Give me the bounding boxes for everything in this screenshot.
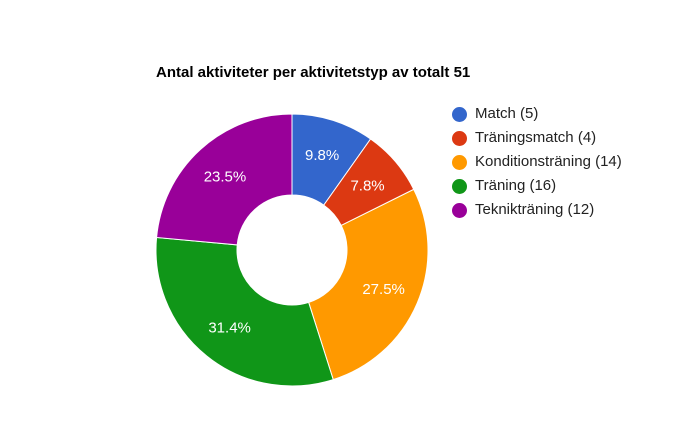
chart-title: Antal aktiviteter per aktivitetstyp av t… (156, 64, 471, 81)
slice-label-group: 9.8% 7.8% 27.5% 31.4% 23.5% (204, 147, 405, 336)
legend-label-2: Konditionsträning (14) (475, 153, 622, 170)
slice-percent-label-3: 31.4% (208, 320, 251, 337)
slice-percent-label-2: 27.5% (362, 281, 405, 298)
slice-group (155, 113, 429, 387)
slice-percent-label-0: 9.8% (305, 147, 339, 164)
legend-item-1: Träningsmatch (4) (452, 128, 652, 147)
legend-item-2: Konditionsträning (14) (452, 152, 652, 171)
legend-swatch-1 (452, 131, 467, 146)
slice-percent-label-4: 23.5% (204, 168, 247, 185)
pie-slice-2 (308, 188, 429, 381)
legend-swatch-2 (452, 155, 467, 170)
legend-label-1: Träningsmatch (4) (475, 129, 597, 146)
legend: Match (5) Träningsmatch (4) Konditionsträn… (452, 104, 652, 224)
legend-label-3: Träning (16) (475, 177, 557, 194)
slice-percent-label-1: 7.8% (350, 177, 384, 194)
legend-label-4: Teknikträning (12) (475, 201, 595, 218)
legend-item-4: Teknikträning (12) (452, 200, 652, 219)
pie-slice-3 (155, 236, 334, 387)
legend-swatch-4 (452, 203, 467, 218)
legend-swatch-0 (452, 107, 467, 122)
legend-item-0: Match (5) (452, 104, 652, 123)
legend-label-0: Match (5) (475, 105, 539, 122)
pie-slice-4 (156, 113, 293, 246)
legend-item-3: Träning (16) (452, 176, 652, 195)
legend-swatch-3 (452, 179, 467, 194)
